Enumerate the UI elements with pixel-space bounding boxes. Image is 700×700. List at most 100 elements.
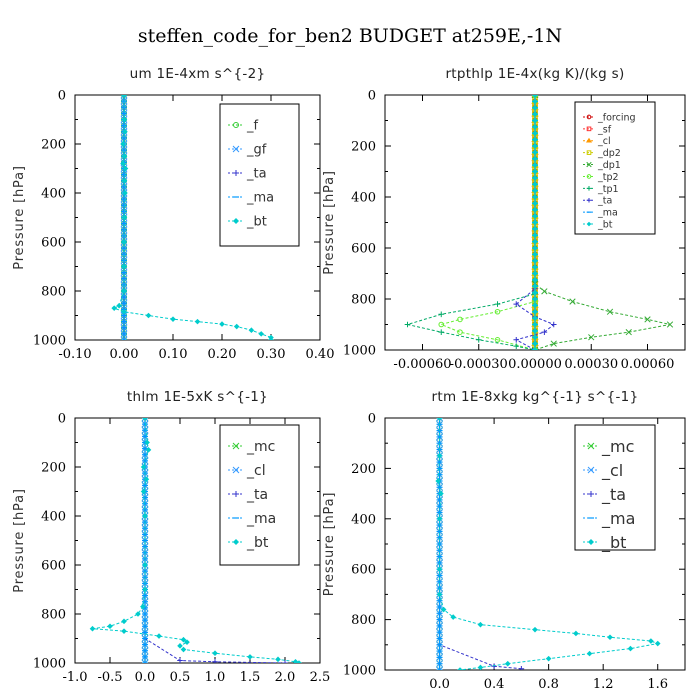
data-point-bt bbox=[532, 257, 538, 264]
data-point-bt bbox=[233, 323, 240, 330]
y-tick-label: 600 bbox=[351, 563, 376, 578]
x-tick-label: 1.6 bbox=[647, 677, 668, 692]
data-point-dp1 bbox=[541, 288, 548, 295]
data-point-bt bbox=[121, 153, 128, 160]
legend-label-bt: _bt bbox=[597, 219, 613, 230]
x-tick-label: 0.0 bbox=[429, 677, 450, 692]
data-point-bt bbox=[194, 318, 201, 325]
data-point-cl bbox=[141, 418, 149, 422]
data-point-bt bbox=[440, 606, 447, 613]
panel-title: rtpthlp 1E-4x(kg K)/(kg s) bbox=[445, 66, 624, 82]
data-point-bt bbox=[121, 288, 127, 294]
x-tick-label: 2.0 bbox=[275, 670, 296, 685]
data-point-bt bbox=[275, 656, 281, 663]
legend-label-bt: _bt bbox=[246, 215, 267, 230]
y-axis-label: Pressure [hPa] bbox=[12, 488, 27, 592]
data-point-bt bbox=[122, 165, 129, 172]
data-point-bt bbox=[532, 232, 538, 239]
data-point-bt bbox=[142, 586, 148, 593]
data-point-bt bbox=[142, 418, 148, 421]
data-point-bt bbox=[457, 667, 463, 670]
legend-label-mc: _mc bbox=[601, 437, 634, 457]
legend-label-dp2: _dp2 bbox=[597, 148, 621, 159]
data-point-bt bbox=[258, 331, 264, 337]
data-point-bt bbox=[532, 111, 538, 118]
legend-label-cl: _cl bbox=[597, 136, 611, 147]
x-tick-label: 2.5 bbox=[310, 670, 331, 685]
data-point-cl bbox=[141, 659, 149, 663]
data-point-bt bbox=[532, 174, 538, 181]
data-point-tp1 bbox=[494, 301, 501, 307]
data-point-bt bbox=[532, 155, 538, 162]
legend-marker-tp1 bbox=[586, 186, 592, 191]
panel-title: rtm 1E-8xkg kg^{-1} s^{-1} bbox=[432, 389, 639, 405]
data-point-ta bbox=[513, 301, 520, 307]
data-point-bt bbox=[654, 640, 661, 647]
data-point-bt bbox=[145, 447, 152, 453]
data-point-bt bbox=[89, 625, 96, 632]
legend: _f _gf _ta _ma _bt bbox=[219, 103, 300, 247]
data-point-bt bbox=[532, 225, 538, 232]
legend-marker-f bbox=[233, 122, 239, 128]
data-point-bt bbox=[532, 162, 538, 169]
data-point-ta bbox=[491, 663, 497, 670]
data-point-dp1 bbox=[625, 328, 632, 336]
legend-marker-dp1 bbox=[586, 161, 592, 168]
data-point-bt bbox=[170, 316, 176, 322]
data-point-tp2 bbox=[457, 316, 463, 323]
x-tick-label: -0.5 bbox=[97, 670, 122, 685]
data-point-bt bbox=[140, 464, 147, 470]
x-tick-label: 0.20 bbox=[208, 347, 237, 362]
chart-panel-3: thlm 1E-5xK s^{-1} 0 200 400 600 800 1000-1.0-… bbox=[12, 389, 330, 685]
legend-label-sf: _sf bbox=[597, 124, 612, 135]
data-point-bt bbox=[140, 603, 146, 610]
y-tick-label: 200 bbox=[351, 140, 376, 155]
data-point-bt bbox=[121, 116, 128, 123]
y-tick-label: 800 bbox=[351, 613, 376, 628]
data-point-bt bbox=[143, 476, 150, 483]
data-point-bt bbox=[122, 128, 128, 135]
legend-marker-forcing bbox=[586, 114, 592, 120]
legend-label-ta: _ta bbox=[246, 487, 268, 503]
data-point-bt bbox=[142, 562, 148, 568]
x-tick-label: 0.8 bbox=[538, 677, 559, 692]
y-tick-label: 400 bbox=[351, 512, 376, 527]
data-point-bt bbox=[121, 177, 128, 184]
data-point-bt bbox=[140, 488, 147, 495]
data-point-bt bbox=[532, 276, 538, 283]
legend-label-cl: _cl bbox=[601, 461, 623, 481]
legend-label-bt: _bt bbox=[246, 535, 269, 551]
data-point-bt bbox=[144, 439, 150, 446]
panel-title: thlm 1E-5xK s^{-1} bbox=[127, 389, 268, 405]
y-tick-label: 800 bbox=[41, 608, 66, 623]
legend-label-bt: _bt bbox=[601, 533, 626, 553]
data-point-ta bbox=[212, 658, 218, 663]
legend-label-forcing: _forcing bbox=[597, 112, 636, 123]
y-tick-label: 1000 bbox=[343, 344, 376, 359]
series-group bbox=[404, 95, 674, 350]
x-tick-label: 1.0 bbox=[205, 670, 226, 685]
legend-label-ta: _ta bbox=[246, 167, 267, 182]
data-point-bt bbox=[532, 130, 538, 137]
data-point-bt bbox=[532, 315, 538, 322]
data-point-bt bbox=[532, 302, 538, 309]
data-point-bt bbox=[532, 213, 538, 220]
chart-panel-4: rtm 1E-8xkg kg^{-1} s^{-1} 0 200 400 600 800 1… bbox=[322, 389, 686, 692]
legend-label-cl: _cl bbox=[246, 463, 266, 479]
y-tick-label: 0 bbox=[368, 89, 376, 104]
legend-marker-tp2 bbox=[586, 174, 592, 179]
x-tick-label: 0.00030 bbox=[564, 357, 618, 372]
legend: _forcing_sf_cl_dp2_dp1_tp2_tp1_ta_ma_bt bbox=[574, 101, 656, 235]
legend-marker-ta bbox=[233, 170, 239, 176]
x-tick-label: 0.5 bbox=[170, 670, 191, 685]
data-point-cl bbox=[436, 666, 443, 670]
data-point-bt bbox=[477, 621, 484, 628]
data-point-bt bbox=[532, 117, 538, 124]
data-point-tp2 bbox=[457, 329, 463, 335]
data-point-bt bbox=[532, 296, 538, 302]
data-point-bt bbox=[247, 654, 253, 660]
data-point-bt bbox=[180, 636, 187, 643]
data-point-ta bbox=[518, 665, 525, 670]
data-point-ta bbox=[282, 660, 288, 663]
data-point-ta bbox=[541, 329, 548, 335]
